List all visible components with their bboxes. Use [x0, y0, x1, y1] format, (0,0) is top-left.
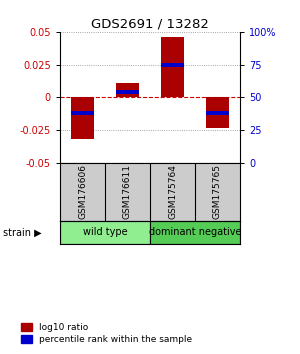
- Title: GDS2691 / 13282: GDS2691 / 13282: [91, 18, 209, 31]
- Bar: [161, 37, 184, 97]
- Text: GSM176606: GSM176606: [78, 164, 87, 219]
- Bar: [206, 97, 229, 127]
- Bar: [116, 83, 139, 97]
- Text: GSM175764: GSM175764: [168, 164, 177, 219]
- Text: GSM175765: GSM175765: [213, 164, 222, 219]
- Legend: log10 ratio, percentile rank within the sample: log10 ratio, percentile rank within the …: [20, 321, 194, 346]
- Bar: [206, 111, 229, 115]
- Bar: [116, 90, 139, 94]
- Bar: [71, 97, 94, 139]
- Text: strain ▶: strain ▶: [3, 228, 42, 238]
- Bar: [71, 111, 94, 115]
- Text: dominant negative: dominant negative: [149, 228, 241, 238]
- Text: wild type: wild type: [83, 228, 127, 238]
- Bar: [60, 221, 150, 244]
- Text: GSM176611: GSM176611: [123, 164, 132, 219]
- Bar: [161, 63, 184, 67]
- Bar: [150, 221, 240, 244]
